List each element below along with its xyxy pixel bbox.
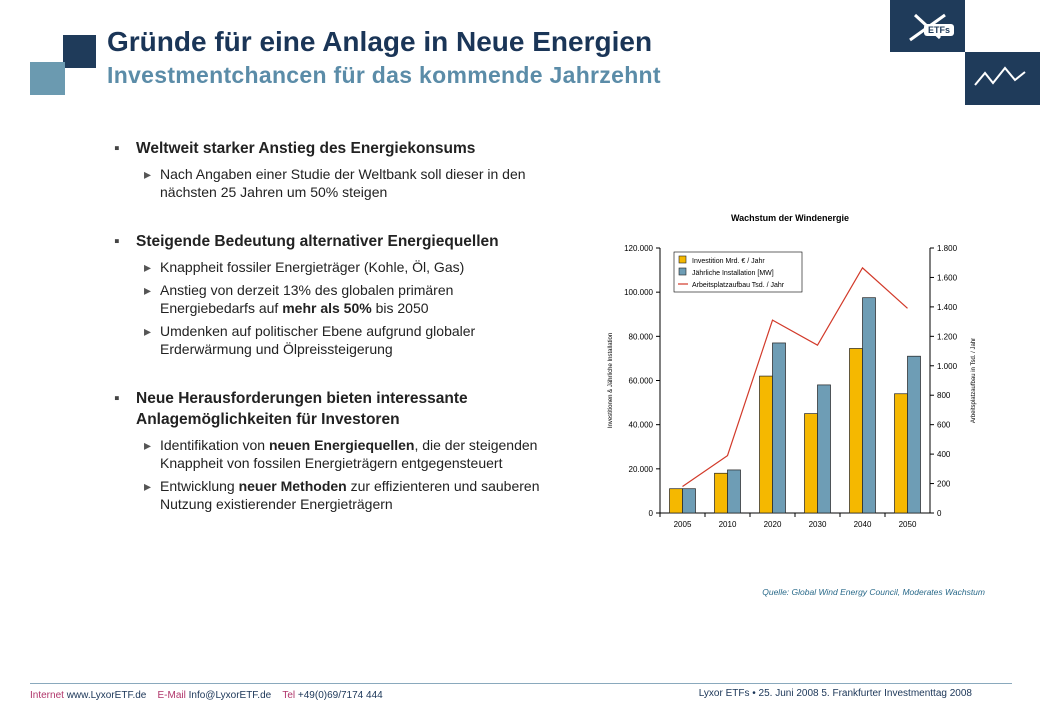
legend-label: Jährliche Installation [MW] bbox=[692, 270, 774, 277]
footer-line bbox=[30, 683, 1012, 684]
y-tick-label: 120.000 bbox=[624, 244, 653, 253]
header-square-dark bbox=[63, 35, 96, 68]
bar bbox=[804, 413, 818, 514]
x-tick-label: 2040 bbox=[854, 520, 872, 529]
y-tick-label: 20.000 bbox=[629, 465, 654, 474]
bar bbox=[894, 393, 908, 514]
text: bis 2050 bbox=[371, 300, 429, 316]
bar bbox=[849, 348, 863, 514]
footer-label: Internet bbox=[30, 690, 64, 701]
x-tick-label: 2005 bbox=[674, 520, 692, 529]
bar bbox=[817, 384, 831, 514]
bar bbox=[714, 472, 728, 514]
y2-tick-label: 200 bbox=[937, 480, 951, 489]
bold-text: neuen Energiequellen bbox=[268, 437, 415, 453]
text: Entwicklung bbox=[160, 478, 239, 494]
y2-tick-label: 1.400 bbox=[937, 303, 958, 312]
y2-tick-label: 1.800 bbox=[937, 244, 958, 253]
bullet-group: Weltweit starker Anstieg des Energiekons… bbox=[112, 138, 542, 201]
logo: ETFs bbox=[890, 0, 1040, 105]
y2-tick-label: 1.200 bbox=[937, 332, 958, 341]
footer: Internet www.LyxorETF.de E-Mail Info@Lyx… bbox=[30, 690, 394, 701]
bar bbox=[669, 488, 683, 514]
footer-label: Tel bbox=[282, 690, 296, 701]
bullet-list: Weltweit starker Anstieg des Energiekons… bbox=[112, 138, 542, 543]
footer-value: Info@LyxorETF.de bbox=[188, 690, 272, 701]
text: Knappheit fossiler Energieträger (Kohle,… bbox=[160, 259, 465, 275]
footer-value: www.LyxorETF.de bbox=[66, 690, 147, 701]
text: Anstieg von derzeit 13% des globalen pri… bbox=[160, 282, 454, 316]
sub-bullet: Knappheit fossiler Energieträger (Kohle,… bbox=[112, 258, 542, 276]
bullet-group: Steigende Bedeutung alternativer Energie… bbox=[112, 231, 542, 358]
y-tick-label: 80.000 bbox=[629, 332, 654, 341]
legend-label: Arbeitsplatzaufbau Tsd. / Jahr bbox=[692, 282, 785, 289]
y2-axis-label: Arbeitsplatzaufbau in Tsd. / Jahr bbox=[971, 338, 977, 423]
footer-value: +49(0)69/7174 444 bbox=[297, 690, 383, 701]
text: Umdenken auf politischer Ebene aufgrund … bbox=[160, 323, 476, 357]
legend-swatch bbox=[678, 267, 687, 276]
bullet-group: Neue Herausforderungen bieten interessan… bbox=[112, 388, 542, 513]
footer-label: E-Mail bbox=[157, 690, 186, 701]
bullet: Weltweit starker Anstieg des Energiekons… bbox=[112, 138, 542, 159]
y2-tick-label: 1.600 bbox=[937, 273, 958, 282]
bullet: Steigende Bedeutung alternativer Energie… bbox=[112, 231, 542, 252]
sub-bullet: Anstieg von derzeit 13% des globalen pri… bbox=[112, 281, 542, 317]
chart-title: Wachstum der Windenergie bbox=[731, 213, 849, 223]
sub-bullet: Identifikation von neuen Energiequellen,… bbox=[112, 436, 542, 472]
text: zur effizienteren und sauberen Nutzung e… bbox=[160, 478, 540, 512]
bold-text: mehr als 50% bbox=[282, 300, 372, 316]
y2-tick-label: 0 bbox=[937, 509, 942, 518]
title: Gründe für eine Anlage in Neue Energien bbox=[107, 26, 653, 57]
y2-tick-label: 800 bbox=[937, 391, 951, 400]
sub-bullet: Umdenken auf politischer Ebene aufgrund … bbox=[112, 322, 542, 358]
header-square-light bbox=[30, 62, 65, 95]
text: , die der steigenden Knappheit von fossi… bbox=[160, 437, 538, 471]
x-tick-label: 2010 bbox=[719, 520, 737, 529]
logo-text: ETFs bbox=[928, 25, 950, 35]
bar bbox=[862, 297, 876, 514]
legend-label: Investition Mrd. € / Jahr bbox=[692, 258, 765, 265]
bold-text: neuer Methoden bbox=[238, 478, 347, 494]
source: Quelle: Global Wind Energy Council, Mode… bbox=[762, 587, 985, 597]
bar bbox=[907, 355, 921, 514]
y2-tick-label: 1.000 bbox=[937, 362, 958, 371]
x-tick-label: 2030 bbox=[809, 520, 827, 529]
x-tick-label: 2020 bbox=[764, 520, 782, 529]
chart: Wachstum der Windenergie Quelle: Global W… bbox=[608, 213, 985, 597]
sub-bullet: Nach Angaben einer Studie der Weltbank s… bbox=[112, 165, 542, 201]
y-axis-label: Investitionen & Jährliche Installation bbox=[608, 333, 614, 428]
text: Nach Angaben einer Studie der Weltbank s… bbox=[160, 166, 526, 200]
y-tick-label: 0 bbox=[649, 509, 654, 518]
footer-right: Lyxor ETFs • 25. Juni 2008 5. Frankfurte… bbox=[698, 688, 972, 699]
bar bbox=[727, 469, 741, 514]
bar bbox=[682, 488, 696, 514]
legend-box bbox=[673, 251, 803, 293]
x-tick-label: 2050 bbox=[899, 520, 917, 529]
line bbox=[682, 266, 908, 487]
y-tick-label: 60.000 bbox=[629, 377, 654, 386]
text: Identifikation von bbox=[160, 437, 269, 453]
legend-swatch bbox=[678, 255, 687, 264]
subtitle: Investmentchancen für das kommende Jahrz… bbox=[107, 62, 661, 88]
y-tick-label: 100.000 bbox=[624, 288, 653, 297]
bullet: Neue Herausforderungen bieten interessan… bbox=[112, 388, 542, 430]
bar bbox=[772, 342, 786, 514]
y2-tick-label: 400 bbox=[937, 450, 951, 459]
sub-bullet: Entwicklung neuer Methoden zur effizient… bbox=[112, 477, 542, 513]
y-tick-label: 40.000 bbox=[629, 421, 654, 430]
y2-tick-label: 600 bbox=[937, 421, 951, 430]
bar bbox=[759, 375, 773, 514]
